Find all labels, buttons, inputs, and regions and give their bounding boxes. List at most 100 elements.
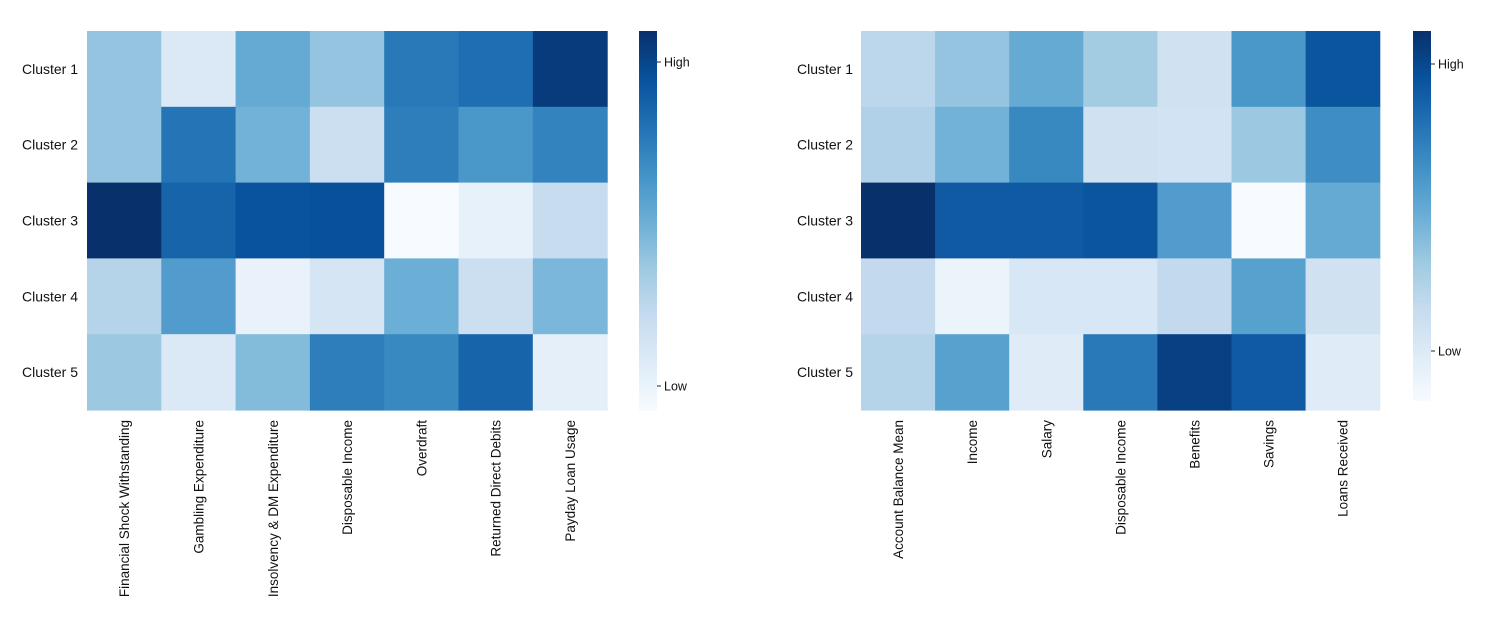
heatmap-cell: [1157, 258, 1233, 335]
colorbar: [1413, 31, 1431, 401]
heatmap-cell: [87, 31, 162, 108]
heatmap-cell: [161, 258, 237, 335]
heatmap-cell: [458, 258, 534, 335]
column-label: Financial Shock Withstanding: [117, 420, 132, 597]
colorbar-low-label: Low: [1438, 345, 1462, 359]
colorbar-high-label: High: [1438, 58, 1464, 72]
heatmap-cell: [384, 258, 460, 335]
heatmap-cell: [458, 106, 534, 184]
column-label: Loans Received: [1336, 420, 1351, 517]
heatmap-cell: [935, 106, 1010, 184]
heatmap-cell: [532, 106, 608, 184]
row-label: Cluster 4: [22, 288, 78, 304]
heatmap-cell: [1231, 31, 1307, 108]
heatmap-cell: [1009, 31, 1084, 108]
heatmap-cell: [1009, 334, 1084, 411]
colorbar-low-label: Low: [664, 380, 688, 394]
heatmap-cell: [532, 334, 608, 411]
heatmap-cell: [935, 258, 1010, 335]
column-label: Returned Direct Debits: [489, 420, 504, 557]
heatmap-cell: [161, 334, 237, 411]
heatmap-cell: [861, 258, 936, 335]
heatmap-cell: [1305, 106, 1381, 184]
heatmap-cell: [87, 258, 162, 335]
heatmap-cell: [235, 334, 311, 411]
heatmap-cell: [1231, 182, 1307, 259]
row-label: Cluster 3: [22, 213, 78, 229]
row-label: Cluster 2: [797, 137, 853, 153]
column-label: Savings: [1262, 420, 1277, 468]
column-label: Disposable Income: [1113, 420, 1128, 535]
heatmap-cell: [935, 182, 1010, 259]
column-label: Benefits: [1187, 420, 1202, 469]
heatmap-cell: [87, 182, 162, 259]
heatmap-cell: [1009, 106, 1084, 184]
column-label: Salary: [1039, 420, 1054, 459]
heatmap-cell: [1157, 334, 1233, 411]
heatmap-cell: [1083, 258, 1158, 335]
heatmap-cell: [1231, 258, 1307, 335]
heatmap-cell: [532, 31, 608, 108]
heatmap-cell: [1231, 334, 1307, 411]
colorbar-high-label: High: [664, 56, 690, 70]
heatmap-cell: [935, 31, 1010, 108]
heatmap-cell: [458, 182, 534, 259]
heatmap-cell: [309, 106, 385, 184]
heatmap-cell: [458, 334, 534, 411]
heatmap-cell: [1305, 334, 1381, 411]
heatmap-cell: [161, 106, 237, 184]
heatmap-right: Cluster 1 Cluster 2 Cluster 3 Cluster 4 Clus…: [797, 31, 1464, 559]
heatmap-cell: [532, 258, 608, 335]
heatmap-cell: [384, 31, 460, 108]
colorbar: [639, 31, 657, 411]
heatmap-cell: [1009, 182, 1084, 259]
heatmap-cell: [1083, 106, 1158, 184]
heatmap-cell: [161, 182, 237, 259]
heatmap-cell: [1083, 182, 1158, 259]
heatmap-cell: [309, 258, 385, 335]
heatmap-cell: [235, 106, 311, 184]
heatmap-cell: [1157, 182, 1233, 259]
column-label: Payday Loan Usage: [563, 420, 578, 542]
heatmap-cell: [861, 334, 936, 411]
heatmap-cell: [861, 106, 936, 184]
column-label: Overdraft: [414, 420, 429, 477]
row-label: Cluster 3: [797, 213, 853, 229]
heatmap-cell: [161, 31, 237, 108]
heatmap-cell: [861, 182, 936, 259]
heatmap-left: Cluster 1 Cluster 2 Cluster 3 Cluster 4 Clus…: [22, 31, 690, 597]
heatmap-cell: [235, 258, 311, 335]
heatmap-cell: [87, 334, 162, 411]
heatmap-cell: [1157, 106, 1233, 184]
heatmap-cell: [1305, 31, 1381, 108]
heatmap-cell: [235, 182, 311, 259]
heatmap-cell: [309, 334, 385, 411]
heatmap-cell: [532, 182, 608, 259]
column-label: Gambling Expenditure: [191, 420, 206, 554]
heatmap-cell: [861, 31, 936, 108]
heatmap-cell: [309, 31, 385, 108]
heatmap-cell: [384, 334, 460, 411]
column-label: Income: [965, 420, 980, 464]
heatmap-cell: [935, 334, 1010, 411]
row-label: Cluster 4: [797, 288, 853, 304]
column-label: Account Balance Mean: [891, 420, 906, 559]
heatmap-cell: [235, 31, 311, 108]
row-label: Cluster 5: [797, 364, 853, 380]
heatmap-cell: [87, 106, 162, 184]
heatmap-cell: [309, 182, 385, 259]
row-label: Cluster 1: [22, 61, 78, 77]
heatmap-cell: [458, 31, 534, 108]
heatmap-cell: [1157, 31, 1233, 108]
row-label: Cluster 1: [797, 61, 853, 77]
column-label: Disposable Income: [340, 420, 355, 535]
column-label: Insolvency & DM Expenditure: [266, 420, 281, 597]
heatmap-cell: [1305, 258, 1381, 335]
heatmap-cell: [1083, 334, 1158, 411]
heatmap-cell: [384, 182, 460, 259]
heatmap-cell: [1231, 106, 1307, 184]
heatmap-cell: [384, 106, 460, 184]
heatmap-cell: [1083, 31, 1158, 108]
